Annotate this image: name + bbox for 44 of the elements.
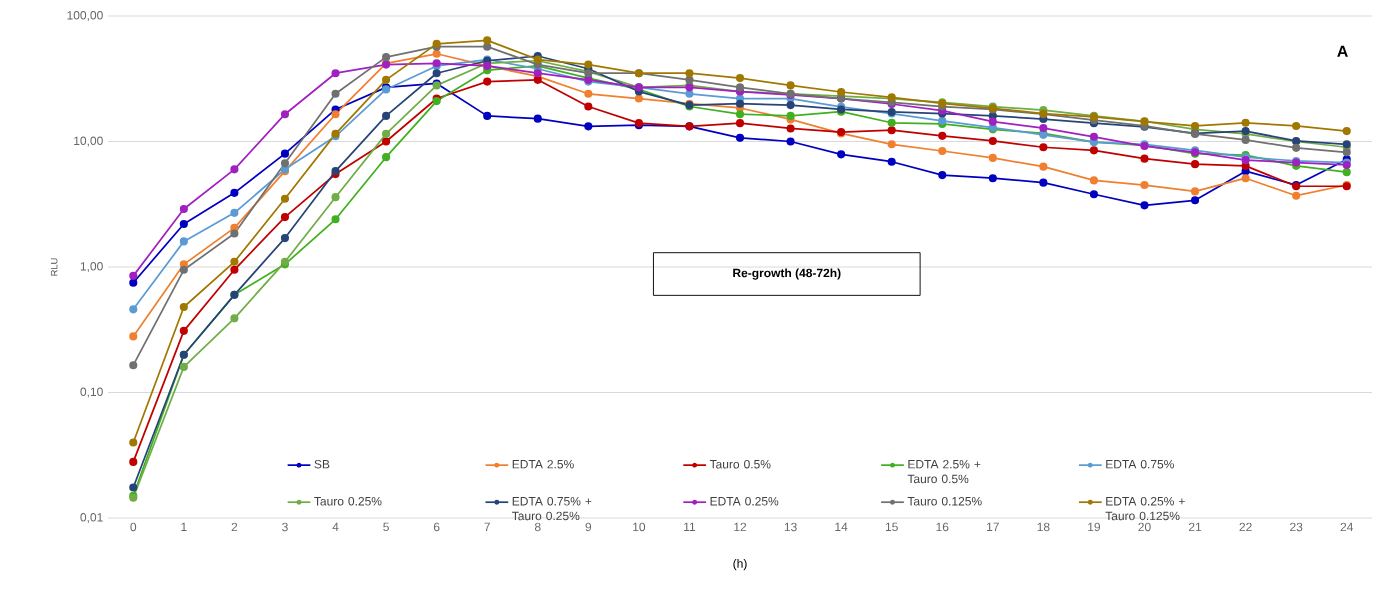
x-tick-label: 7 — [484, 522, 490, 531]
annotation: Re-growth (48-72h) — [733, 268, 841, 280]
y-tick-label: 0,10 — [80, 387, 103, 398]
x-tick-label: 1 — [181, 522, 187, 531]
x-tick-label: 3 — [282, 522, 288, 532]
x-tick-label: 5 — [383, 522, 389, 532]
x-tick-label: 10 — [633, 522, 646, 532]
x-tick-label: 22 — [1239, 522, 1252, 532]
y-axis-title: RLU — [50, 258, 58, 276]
x-tick-label: 0 — [130, 522, 137, 532]
x-tick-label: 13 — [784, 522, 797, 532]
x-tick-label: 2 — [231, 522, 238, 532]
x-tick-label: 18 — [1037, 522, 1050, 532]
legend-label: Tauro 0.125% — [907, 497, 982, 506]
x-tick-label: 14 — [835, 522, 848, 531]
x-tick-label: 6 — [433, 522, 440, 532]
x-tick-label: 20 — [1138, 522, 1151, 532]
x-tick-label: 8 — [534, 522, 541, 532]
x-axis-title: (h) — [733, 559, 747, 571]
x-tick-label: 17 — [987, 522, 999, 531]
legend-label: Tauro 0.25% — [314, 497, 382, 506]
legend-label: EDTA 0.25% + Tauro 0.125% — [1105, 497, 1185, 521]
x-tick-label: 12 — [734, 522, 747, 532]
x-tick-label: 24 — [1340, 522, 1354, 532]
legend-label: SB — [314, 459, 330, 469]
legend-label: EDTA 0.25% — [710, 497, 779, 506]
x-tick-label: 9 — [585, 522, 592, 532]
annotation: A — [1337, 45, 1348, 57]
x-tick-label: 23 — [1290, 522, 1303, 532]
y-tick-label: 1,00 — [80, 262, 103, 272]
x-tick-label: 11 — [684, 522, 696, 531]
x-tick-label: 15 — [885, 522, 898, 532]
x-tick-label: 4 — [332, 522, 339, 531]
y-tick-label: 10,00 — [74, 136, 103, 147]
legend-label: EDTA 0.75% — [1106, 459, 1174, 469]
legend-label: EDTA 2.5% + Tauro 0.5% — [907, 459, 981, 484]
legend-label: EDTA 2.5% — [512, 459, 574, 469]
legend-label: EDTA 0.75% + Tauro 0.25% — [512, 497, 592, 521]
y-tick-label: 100,00 — [67, 11, 103, 21]
x-tick-label: 21 — [1188, 522, 1202, 532]
legend-label: Tauro 0.5% — [709, 459, 771, 469]
x-tick-label: 16 — [936, 522, 949, 532]
x-tick-label: 19 — [1088, 522, 1101, 532]
y-tick-label: 0,01 — [80, 513, 103, 523]
